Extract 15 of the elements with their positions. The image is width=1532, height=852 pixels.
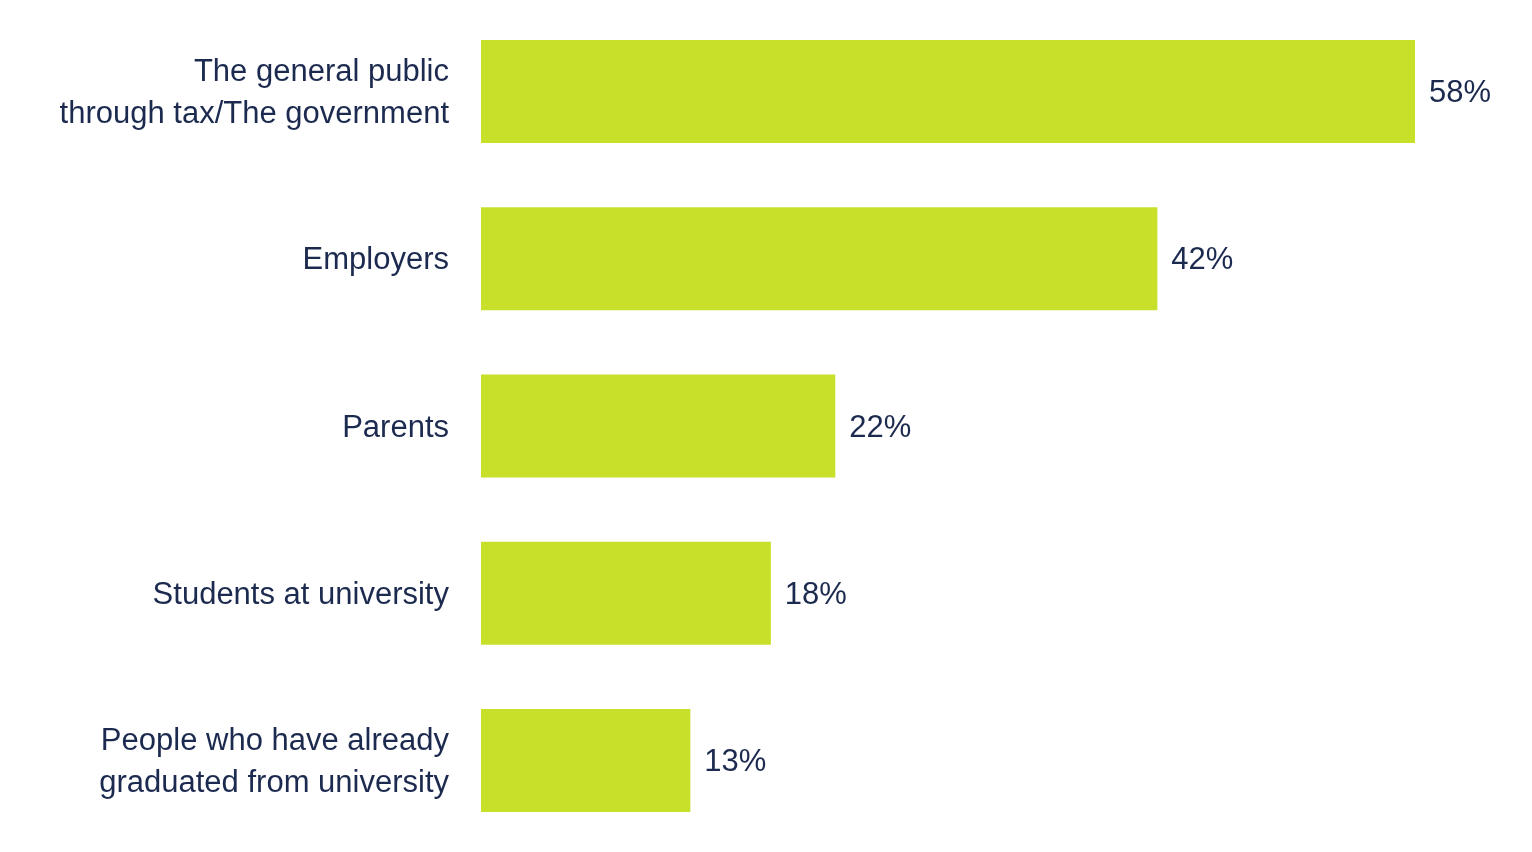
y-tick-label: Parents — [342, 408, 449, 444]
bar — [481, 374, 836, 478]
bar — [481, 40, 1415, 144]
y-tick-label: Students at university — [152, 575, 450, 611]
y-tick-label: The general public through tax/The government — [59, 53, 450, 131]
bar — [481, 708, 691, 812]
data-label: 18% — [784, 575, 847, 611]
bar — [481, 541, 771, 645]
data-label: 22% — [849, 408, 912, 444]
data-label: 13% — [704, 742, 767, 778]
y-tick-label: Employers — [302, 241, 449, 277]
bar — [481, 207, 1158, 311]
y-tick-label: People who have already graduated from university — [99, 721, 450, 799]
data-label: 58% — [1429, 74, 1492, 110]
data-label: 42% — [1171, 241, 1234, 277]
